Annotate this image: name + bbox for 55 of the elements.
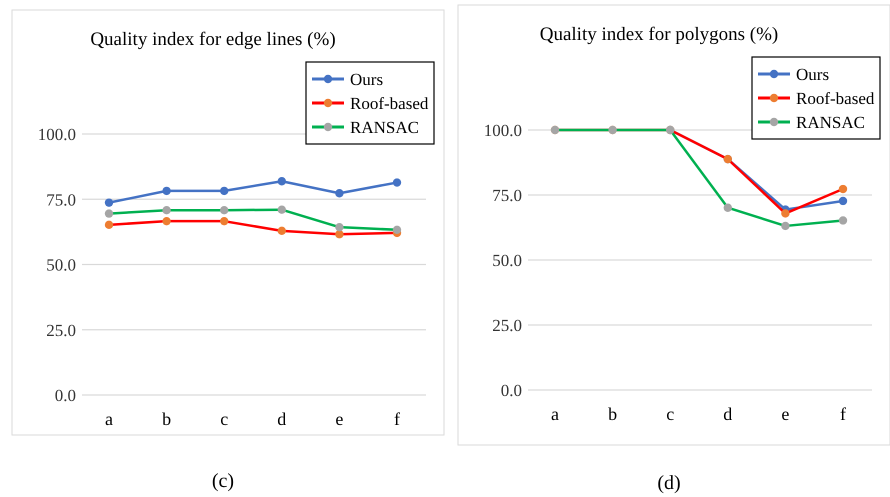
point [104, 209, 114, 218]
point [278, 205, 286, 214]
point [220, 216, 228, 226]
point [162, 216, 171, 226]
legend-label: Roof-based [350, 94, 429, 113]
point [278, 177, 286, 186]
point [278, 226, 286, 236]
legend-label: Ours [796, 65, 830, 84]
point [392, 226, 402, 234]
x-tick-label: d [723, 404, 732, 424]
y-tick-label: 25.0 [492, 316, 522, 335]
point [335, 222, 344, 232]
x-tick-label: b [608, 404, 618, 424]
chart-title: Quality index for edge lines (%) [90, 29, 336, 50]
x-tick-label: d [277, 409, 286, 429]
y-tick-label: 100.0 [38, 125, 76, 144]
point [162, 186, 171, 196]
point [838, 184, 848, 194]
point [162, 206, 171, 214]
y-tick-label: 50.0 [492, 251, 522, 270]
x-tick-label: f [394, 409, 400, 429]
chart-title: Quality index for polygons (%) [540, 24, 778, 45]
point [335, 230, 344, 238]
y-tick-label: 0.0 [54, 386, 76, 405]
point [104, 220, 114, 230]
point [781, 209, 790, 218]
point [838, 216, 848, 225]
legend-label: RANSAC [796, 113, 865, 132]
y-tick-label: 0.0 [500, 381, 522, 400]
y-tick-label: 50.0 [46, 256, 76, 274]
text: (c) [212, 470, 234, 492]
point [392, 178, 402, 187]
point [220, 206, 228, 214]
x-tick-label: a [105, 409, 113, 429]
y-tick-label: 75.0 [46, 190, 76, 210]
point [781, 222, 790, 230]
x-tick-label: c [220, 409, 228, 429]
x-tick-label: e [335, 409, 344, 429]
x-tick-label: b [162, 409, 172, 429]
point [104, 198, 114, 207]
x-tick-label: f [840, 404, 846, 424]
legend-label: Roof-based [796, 89, 875, 108]
y-tick-label: 100.0 [484, 121, 522, 140]
point [335, 189, 344, 198]
x-tick-label: a [551, 404, 559, 424]
legend-label: RANSAC [350, 118, 419, 137]
legend-label: Ours [350, 70, 384, 89]
x-tick-label: c [666, 404, 674, 424]
point [838, 196, 848, 206]
x-tick-label: e [781, 404, 790, 424]
y-tick-label: 25.0 [46, 320, 76, 340]
y-tick-label: 75.0 [492, 186, 522, 205]
point [724, 204, 732, 212]
text: (d) [657, 472, 681, 494]
point [220, 186, 228, 196]
